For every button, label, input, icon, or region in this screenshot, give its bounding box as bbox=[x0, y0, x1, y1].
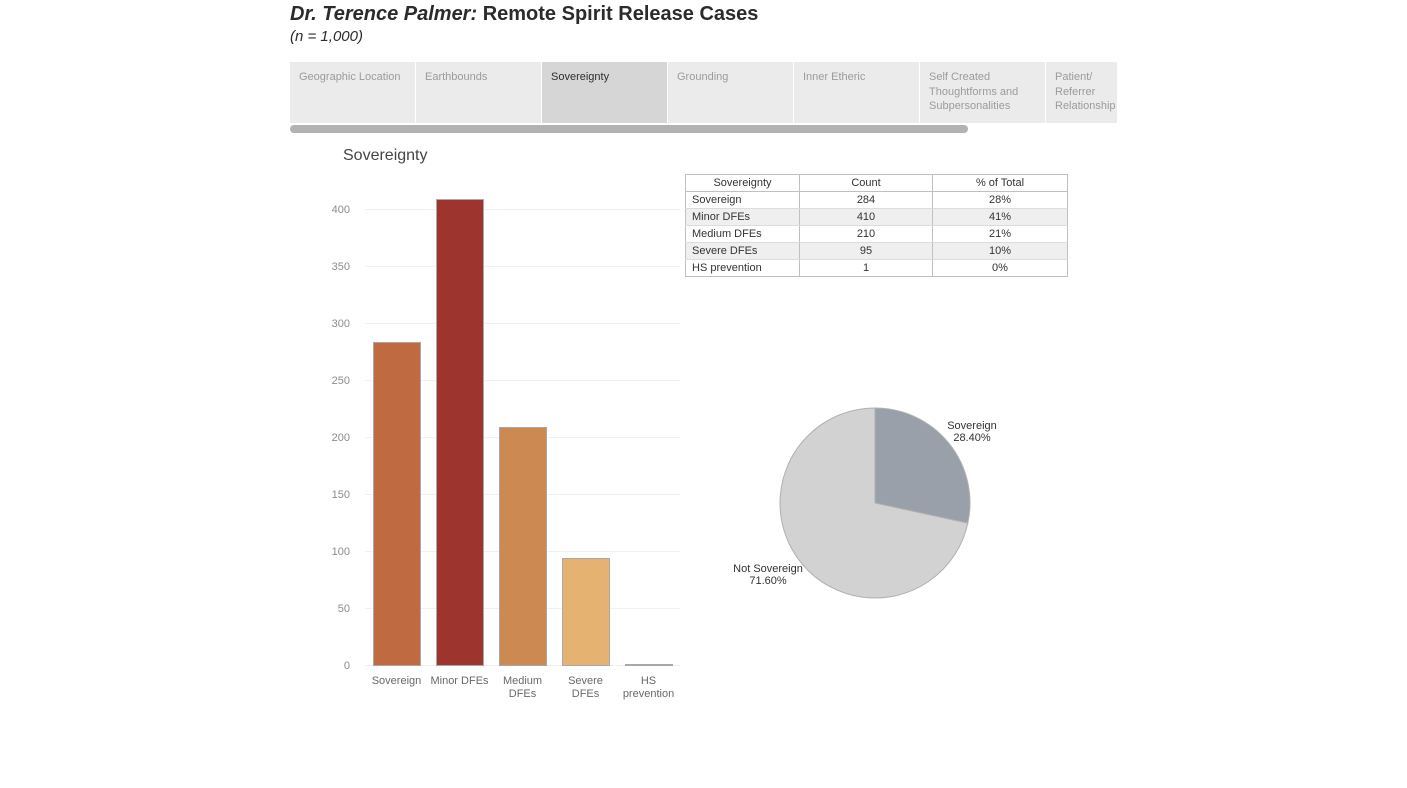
cell-pct: 41% bbox=[932, 208, 1068, 226]
x-label-severe-dfes: Severe DFEs bbox=[568, 675, 603, 700]
tab-sovereignty[interactable]: Sovereignty bbox=[542, 62, 667, 123]
tab-bar: Geographic Location Earthbounds Sovereignt… bbox=[290, 62, 1117, 123]
pie-slice-sovereign[interactable] bbox=[874, 407, 971, 524]
tab-inner-etheric[interactable]: Inner Etheric bbox=[794, 62, 919, 123]
cell-pct: 0% bbox=[932, 259, 1068, 277]
cell-pct: 21% bbox=[932, 225, 1068, 243]
summary-table: Sovereignty Count% of Total Sovereign 284 2… bbox=[685, 174, 1068, 277]
tab-patient-referrer-relationship[interactable]: Patient/ Referrer Relationship bbox=[1046, 62, 1117, 123]
tab-grounding[interactable]: Grounding bbox=[668, 62, 793, 123]
cell-count: 410 bbox=[799, 208, 933, 226]
summary-table-header: Sovereignty Count% of Total bbox=[685, 174, 1068, 192]
bar-severe-dfes[interactable] bbox=[561, 557, 610, 666]
cell-count: 1 bbox=[799, 259, 933, 277]
x-label-minor-dfes: Minor DFEs bbox=[430, 675, 489, 687]
bar-sovereign[interactable] bbox=[372, 342, 421, 666]
chart-title: Sovereignty bbox=[343, 147, 428, 164]
y-tick-150: 150 bbox=[331, 488, 350, 501]
page-title-author: Dr. Terence Palmer: bbox=[290, 3, 478, 25]
gridline-300 bbox=[365, 322, 680, 324]
bar-minor-dfes[interactable] bbox=[435, 198, 484, 666]
table-row-medium-dfes[interactable]: Medium DFEs 210 21% bbox=[685, 225, 1068, 243]
cell-label: HS prevention bbox=[685, 259, 800, 277]
cell-count: 284 bbox=[799, 191, 933, 209]
page-title: Dr. Terence Palmer: Remote Spirit Releas… bbox=[290, 3, 758, 26]
cell-pct: 28% bbox=[932, 191, 1068, 209]
cell-count: 95 bbox=[799, 242, 933, 260]
cell-count: 210 bbox=[799, 225, 933, 243]
bar-chart-y-axis: 0 50 100 150 200 250 300 350 400 bbox=[290, 186, 356, 672]
horizontal-scrollbar-thumb[interactable] bbox=[290, 125, 968, 133]
cell-label: Medium DFEs bbox=[685, 225, 800, 243]
table-row-hs-prevention[interactable]: HS prevention 1 0% bbox=[685, 259, 1068, 277]
gridline-400 bbox=[365, 208, 680, 210]
table-row-minor-dfes[interactable]: Minor DFEs 410 41% bbox=[685, 208, 1068, 226]
cell-label: Severe DFEs bbox=[685, 242, 800, 260]
gridline-250 bbox=[365, 379, 680, 381]
bar-chart-plot: Sovereign Minor DFEs Medium DFEs Severe DFE… bbox=[365, 186, 680, 700]
pie-label-not-sovereign: Not Sovereign 71.60% bbox=[733, 563, 803, 588]
table-header-count: Count bbox=[799, 174, 933, 192]
gridline-350 bbox=[365, 265, 680, 267]
table-row-severe-dfes[interactable]: Severe DFEs 95 10% bbox=[685, 242, 1068, 260]
tab-self-created-thoughtforms-and-subpersonalities[interactable]: Self Created Thoughtforms and Subpersona… bbox=[920, 62, 1045, 123]
y-tick-100: 100 bbox=[331, 546, 350, 558]
bar-hs-prevention[interactable] bbox=[624, 664, 673, 666]
bar-medium-dfes[interactable] bbox=[498, 426, 547, 666]
y-tick-0: 0 bbox=[343, 660, 350, 672]
cell-label: Minor DFEs bbox=[685, 208, 800, 226]
x-label-sovereign: Sovereign bbox=[371, 675, 422, 687]
cell-label: Sovereign bbox=[685, 191, 800, 209]
y-tick-200: 200 bbox=[331, 431, 350, 444]
cell-pct: 10% bbox=[932, 242, 1068, 260]
tab-earthbounds[interactable]: Earthbounds bbox=[416, 62, 541, 123]
table-header-of-total: % of Total bbox=[932, 174, 1068, 192]
pie-chart bbox=[779, 407, 971, 599]
table-row-sovereign[interactable]: Sovereign 284 28% bbox=[685, 191, 1068, 209]
y-tick-250: 250 bbox=[331, 374, 350, 387]
y-tick-50: 50 bbox=[337, 603, 350, 615]
y-tick-350: 350 bbox=[331, 260, 350, 273]
y-tick-400: 400 bbox=[331, 203, 350, 216]
sample-size-subtitle: (n = 1,000) bbox=[290, 28, 363, 45]
pie-slice-not-sovereign[interactable] bbox=[779, 407, 969, 599]
y-tick-300: 300 bbox=[331, 317, 350, 330]
x-label-hs-prevention: HS prevention bbox=[622, 675, 675, 700]
page-title-main: Remote Spirit Release Cases bbox=[477, 3, 759, 25]
x-label-medium-dfes: Medium DFEs bbox=[502, 675, 543, 700]
pie-label-sovereign: Sovereign 28.40% bbox=[947, 420, 997, 445]
table-header-sovereignty: Sovereignty bbox=[685, 174, 800, 192]
tab-geographic-location[interactable]: Geographic Location bbox=[290, 62, 415, 123]
